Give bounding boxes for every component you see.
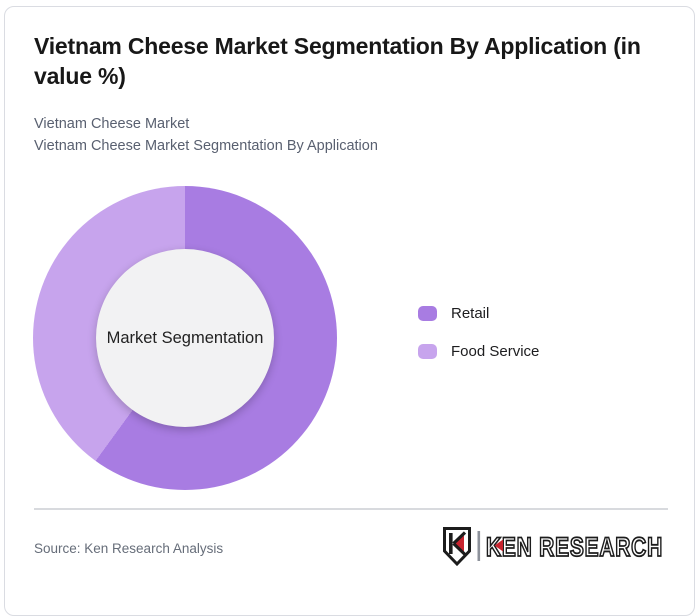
legend-item-food-service[interactable]: Food Service	[418, 343, 540, 360]
logo-separator	[477, 531, 481, 561]
legend-label-retail: Retail	[451, 305, 490, 322]
chart-card: Vietnam Cheese Market Segmentation By Ap…	[4, 6, 695, 616]
chart-subtitle: Vietnam Cheese Market Vietnam Cheese Mar…	[34, 113, 654, 157]
subtitle-line-1: Vietnam Cheese Market	[34, 116, 190, 132]
chart-title: Vietnam Cheese Market Segmentation By Ap…	[34, 33, 641, 89]
ken-research-logo: KEN RESEARCH	[443, 527, 663, 567]
legend-swatch-retail[interactable]	[418, 306, 437, 321]
legend-item-retail[interactable]: Retail	[418, 305, 539, 322]
donut-center-label: Market Segmentation	[106, 328, 264, 347]
subtitle-line-2: Vietnam Cheese Market Segmentation By Ap…	[34, 138, 378, 154]
shield-red-triangle	[454, 535, 464, 552]
donut-chart: Market Segmentation	[33, 186, 337, 490]
legend-swatch-food-service[interactable]	[418, 344, 437, 359]
source-text: Source: Ken Research Analysis	[34, 541, 224, 556]
chart-legend: Retail Food Service	[418, 305, 540, 382]
logo-wordmark: KEN RESEARCH	[486, 532, 663, 562]
wordmark-red-triangle	[494, 539, 503, 552]
ken-research-shield-icon	[443, 527, 471, 567]
footer-divider	[34, 508, 668, 510]
legend-label-food-service: Food Service	[451, 343, 540, 360]
donut-hole: Market Segmentation	[96, 249, 274, 427]
